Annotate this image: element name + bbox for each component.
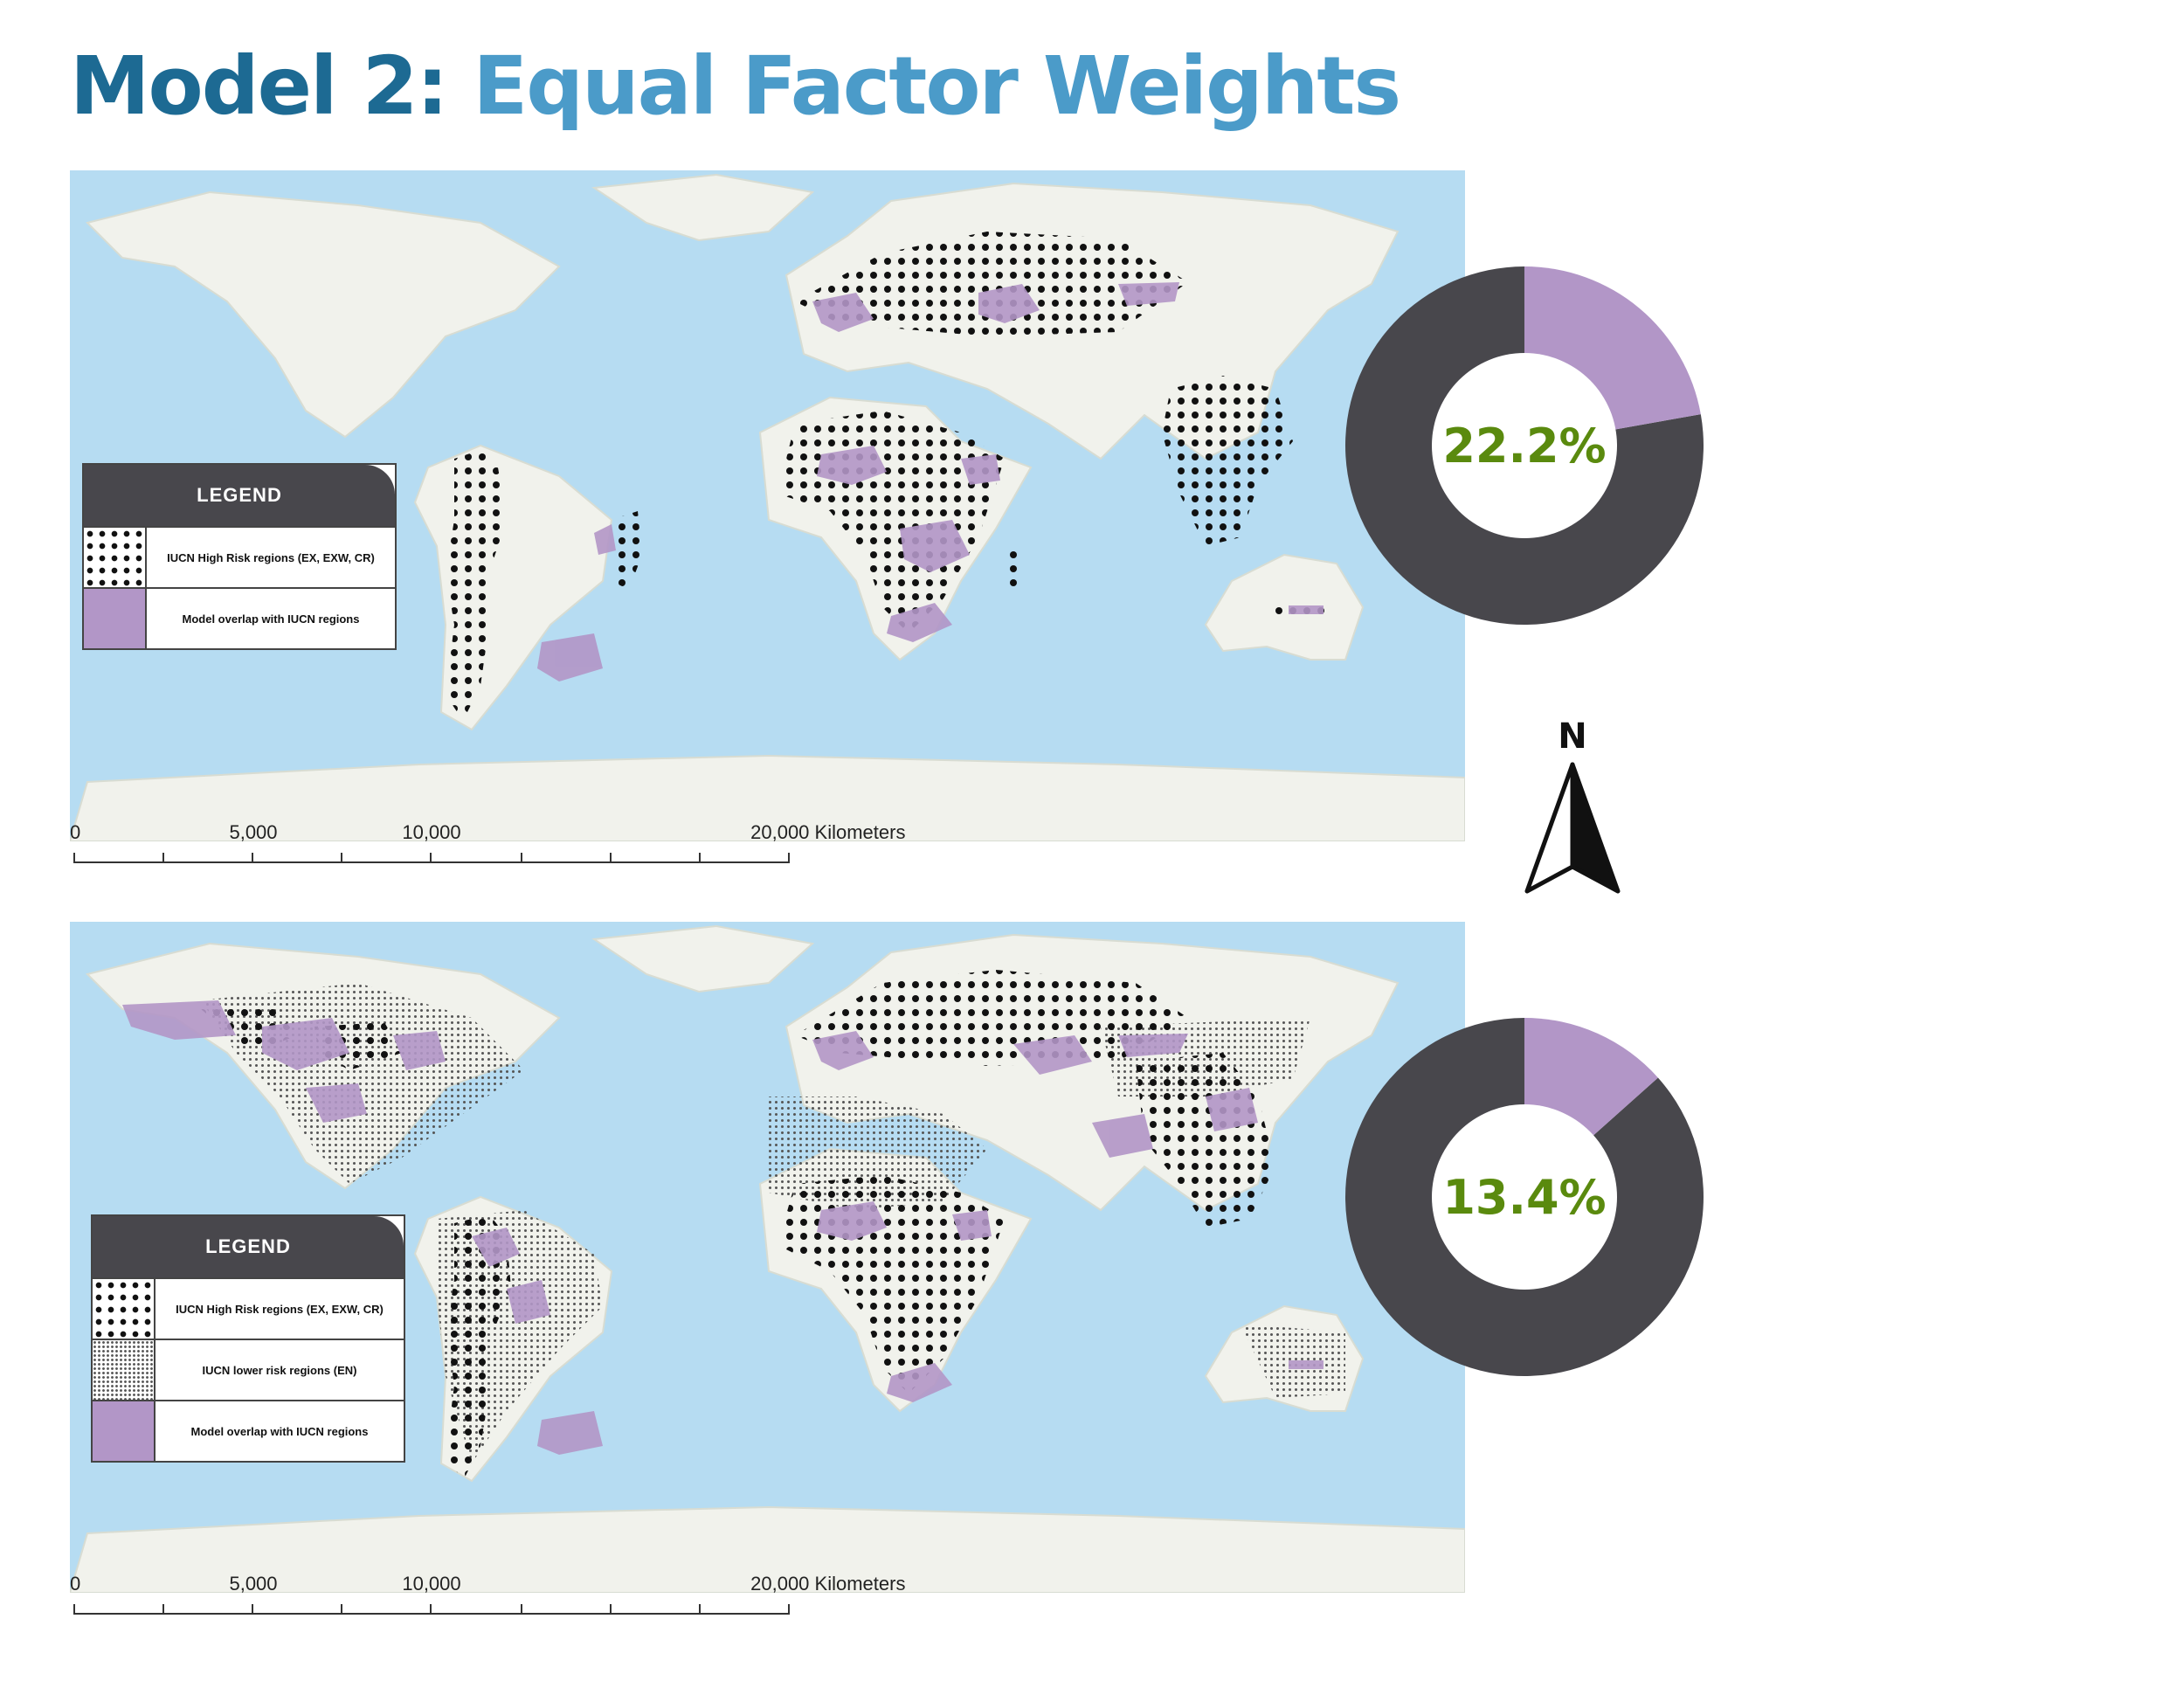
map-graphic [70,924,1465,1593]
title-main: Model 2: [70,39,448,133]
legend-label: IUCN lower risk regions (EN) [202,1363,357,1377]
overlap-swatch [93,1401,156,1461]
scale-tick [162,853,164,863]
legend-panel: LEGEND IUCN High Risk regions (EX, EXW, … [82,463,397,650]
scale-label-10000: 10,000 [402,821,461,843]
scale-tick [521,853,522,863]
scale-tick [788,853,790,863]
legend-label: Model overlap with IUCN regions [190,1424,369,1438]
scale-tick [699,1604,701,1615]
donut-hole [1432,353,1617,538]
legend-panel: LEGEND IUCN High Risk regions (EX, EXW, … [91,1214,405,1463]
world-map-high-risk: LEGEND IUCN High Risk regions (EX, EXW, … [70,170,1465,841]
arrow-left-half [1524,762,1575,894]
world-map-all-risk: LEGEND IUCN High Risk regions (EX, EXW, … [70,922,1465,1593]
scale-tick [788,1604,790,1615]
north-label: N [1558,716,1587,757]
scale-tick [252,1604,253,1615]
scale-tick [162,1604,164,1615]
legend-label: IUCN High Risk regions (EX, EXW, CR) [176,1302,384,1316]
scale-tick [73,853,75,863]
donut-percent-label: 22.2% [1442,418,1607,474]
legend-item-high-risk: IUCN High Risk regions (EX, EXW, CR) [93,1277,404,1339]
lower-risk-swatch [93,1340,156,1400]
map-graphic [70,173,1465,841]
scale-bar: 0 5,000 10,000 20,000 Kilometers [70,821,905,874]
scale-label-20000: 20,000 Kilometers [750,821,906,843]
scale-tick [610,853,612,863]
scale-tick [252,853,253,863]
donut-percent-label: 13.4% [1442,1169,1607,1225]
scale-tick [73,1604,75,1615]
arrow-right-half [1570,762,1621,894]
scale-label-10000: 10,000 [402,1573,461,1595]
scale-label-5000: 5,000 [229,821,278,843]
overlap-regions-map1 [537,282,1324,681]
scale-tick [430,853,432,863]
legend-title: LEGEND [93,1216,404,1277]
legend-label: IUCN High Risk regions (EX, EXW, CR) [167,550,375,564]
legend-item-lower-risk: IUCN lower risk regions (EN) [93,1339,404,1400]
scale-tick [610,1604,612,1615]
donut-hole [1432,1104,1617,1290]
overlap-swatch [84,589,147,648]
scale-tick [430,1604,432,1615]
legend-item-overlap: Model overlap with IUCN regions [93,1400,404,1461]
scale-tick [341,1604,342,1615]
scale-tick [341,853,342,863]
scale-tick [699,853,701,863]
donut-chart-model-overlap-all: 13.4% [1341,1013,1708,1380]
scale-line [73,861,790,863]
high-risk-swatch [84,528,147,587]
legend-title: LEGEND [84,465,395,526]
page-title: Model 2: Equal Factor Weights [70,39,1401,133]
scale-label-0: 0 [70,821,81,843]
donut-chart-model-overlap-high: 22.2% [1341,262,1708,629]
scale-tick [521,1604,522,1615]
scale-bar: 0 5,000 10,000 20,000 Kilometers [70,1573,905,1625]
scale-label-5000: 5,000 [229,1573,278,1595]
legend-item-high-risk: IUCN High Risk regions (EX, EXW, CR) [84,526,395,587]
scale-label-0: 0 [70,1573,81,1595]
title-subtitle: Equal Factor Weights [473,39,1401,133]
scale-label-20000: 20,000 Kilometers [750,1573,906,1595]
high-risk-swatch [93,1279,156,1339]
legend-label: Model overlap with IUCN regions [182,612,360,626]
north-arrow: N [1520,716,1625,909]
overlap-regions-map2 [122,1000,1324,1455]
legend-item-overlap: Model overlap with IUCN regions [84,587,395,648]
scale-line [73,1613,790,1615]
